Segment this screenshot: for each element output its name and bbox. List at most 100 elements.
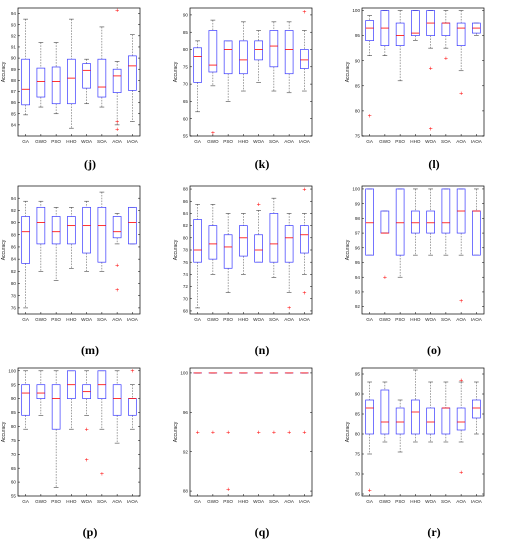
- box-ga: [21, 18, 30, 116]
- y-tick-label: 65: [11, 466, 17, 471]
- y-tick-label: 95: [355, 33, 361, 38]
- box-pso: [223, 40, 233, 102]
- y-tick-label: 90: [11, 220, 17, 225]
- y-tick-label: 65: [355, 492, 361, 497]
- x-tick-label: PSO: [51, 499, 61, 504]
- outlier-point: +: [226, 487, 231, 493]
- y-tick-label: 80: [11, 281, 17, 286]
- x-tick-label: GA: [366, 499, 374, 504]
- y-axis-title: Accuracy: [173, 421, 179, 442]
- outlier-point: +: [302, 187, 307, 193]
- box-iaoa: +: [300, 372, 309, 436]
- outlier-point: +: [211, 430, 216, 436]
- y-tick-label: 88: [11, 78, 17, 83]
- box-gwo: +: [208, 19, 218, 136]
- y-axis-title: Accuracy: [1, 421, 7, 442]
- box-soa: +: [97, 370, 107, 478]
- iqr-box: [300, 225, 309, 254]
- box-gwo: [36, 200, 46, 272]
- outlier-point: +: [302, 9, 307, 15]
- x-tick-label: SOA: [441, 317, 452, 322]
- x-tick-label: HHO: [66, 139, 77, 144]
- y-tick-label: 86: [11, 100, 17, 105]
- y-tick-label: 90: [11, 56, 17, 61]
- iqr-box: [36, 67, 46, 98]
- y-tick-label: 92: [11, 208, 17, 213]
- plot-frame: [17, 185, 141, 315]
- outlier-point: +: [256, 430, 261, 436]
- outlier-point: +: [211, 130, 216, 136]
- x-tick-label: PSO: [223, 499, 233, 504]
- box-gwo: [380, 10, 390, 56]
- iqr-box: [239, 40, 248, 75]
- y-tick-label: 89: [11, 67, 17, 72]
- iqr-box: [254, 234, 263, 263]
- y-axis-title: Accuracy: [1, 239, 7, 260]
- box-pso: [395, 399, 405, 453]
- x-tick-label: AOA: [456, 499, 467, 504]
- box-hho: [411, 188, 420, 256]
- y-axis-title: Accuracy: [1, 61, 7, 82]
- x-tick-label: IAOA: [471, 139, 483, 144]
- x-tick-label: WOA: [253, 317, 265, 322]
- plot-frame: [17, 367, 141, 497]
- x-tick-label: IAOA: [127, 139, 139, 144]
- y-tick-label: 72: [183, 284, 189, 289]
- box-gwo: +: [208, 372, 218, 436]
- box-iaoa: +: [300, 9, 309, 92]
- x-tick-label: PSO: [223, 139, 233, 144]
- iqr-box: [254, 40, 263, 61]
- iqr-box: [128, 398, 137, 416]
- box-gwo: +: [380, 210, 390, 281]
- iqr-box: [411, 210, 420, 234]
- box-soa: [269, 21, 279, 92]
- box-hho: [239, 213, 248, 275]
- panel-k: 55 60 65 70 75 80 85 90 Accuracy GA GWO PSO HHO WOA SO…: [173, 7, 313, 171]
- x-tick-label: WOA: [253, 139, 265, 144]
- box-gwo: [36, 42, 46, 108]
- y-axis-title: Accuracy: [345, 421, 351, 442]
- panel-label: (r): [427, 525, 440, 539]
- y-tick-label: 68: [183, 309, 189, 314]
- panel-n: 68 70 72 74 76 78 80 82 84 86 88 Accuracy GA GWO PSO HH…: [173, 185, 313, 357]
- y-tick-label: 88: [183, 489, 189, 494]
- iqr-box: [51, 66, 61, 105]
- outlier-point: +: [302, 430, 307, 436]
- iqr-box: [112, 68, 122, 93]
- box-soa: +: [269, 372, 279, 436]
- x-tick-label: SOA: [97, 499, 108, 504]
- iqr-box: [411, 10, 420, 36]
- iqr-box: [112, 216, 122, 239]
- x-tick-label: AOA: [284, 317, 295, 322]
- panel-r: 65 70 75 80 85 90 95 Accuracy GA GWO PSO HHO WOA SOA A…: [345, 367, 485, 539]
- box-aoa: +: [284, 213, 294, 312]
- box-hho: [411, 10, 420, 41]
- iqr-box: [97, 58, 107, 98]
- x-tick-label: WOA: [81, 317, 93, 322]
- x-tick-label: HHO: [410, 139, 421, 144]
- iqr-box: [441, 407, 451, 435]
- box-iaoa: [472, 22, 481, 36]
- y-tick-label: 100: [8, 368, 16, 373]
- outlier-point: +: [428, 126, 433, 132]
- x-tick-label: WOA: [425, 139, 437, 144]
- y-tick-label: 70: [183, 82, 189, 87]
- x-tick-label: PSO: [223, 317, 233, 322]
- iqr-box: [395, 22, 405, 46]
- box-woa: +: [254, 202, 263, 263]
- panel-m: 76 78 80 82 84 86 88 90 92 94 Accuracy GA GWO PSO HHO W…: [1, 185, 141, 357]
- y-tick-label: 92: [11, 33, 17, 38]
- iqr-box: [380, 389, 390, 435]
- outlier-point: +: [367, 114, 372, 120]
- x-tick-label: WOA: [81, 139, 93, 144]
- y-tick-label: 95: [11, 382, 17, 387]
- panel-label: (k): [255, 157, 270, 171]
- plot-frame: [361, 367, 485, 497]
- y-tick-label: 99: [355, 201, 361, 206]
- box-hho: [67, 207, 76, 269]
- x-tick-label: GWO: [207, 139, 219, 144]
- x-tick-label: IAOA: [471, 317, 483, 322]
- box-woa: ++: [82, 370, 91, 464]
- y-tick-label: 82: [11, 269, 17, 274]
- outlier-point: +: [115, 287, 120, 293]
